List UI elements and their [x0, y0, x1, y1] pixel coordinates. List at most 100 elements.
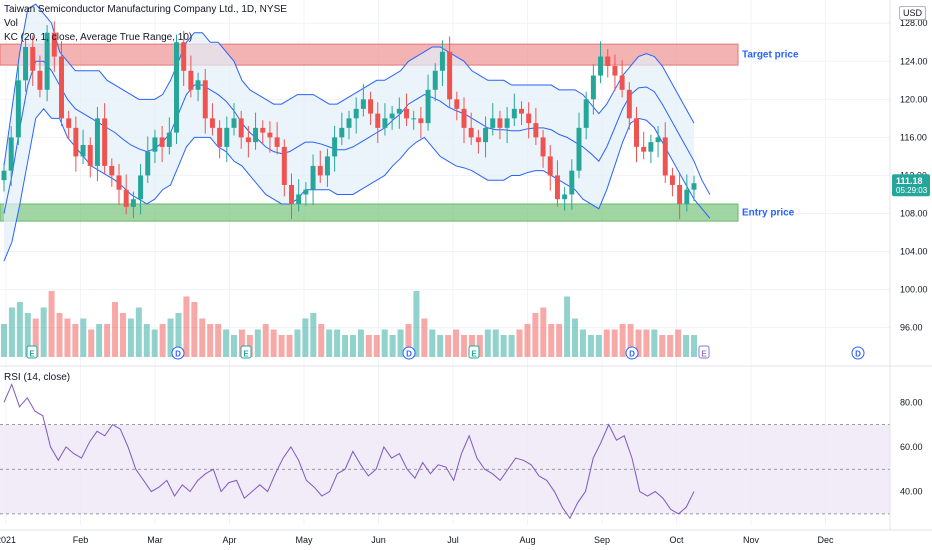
candle[interactable]	[511, 93, 517, 126]
candle[interactable]	[102, 103, 108, 174]
candle[interactable]	[396, 97, 402, 129]
candle[interactable]	[181, 30, 187, 87]
candle[interactable]	[669, 167, 675, 197]
candle[interactable]	[123, 174, 129, 215]
earnings-marker[interactable]	[26, 345, 38, 359]
candle[interactable]	[447, 36, 453, 107]
candle[interactable]	[195, 72, 201, 102]
candle[interactable]	[166, 117, 172, 155]
candle[interactable]	[598, 41, 604, 84]
candle[interactable]	[73, 116, 79, 172]
candle[interactable]	[346, 110, 352, 140]
candle[interactable]	[454, 91, 460, 121]
candle[interactable]	[317, 150, 323, 184]
candle[interactable]	[245, 125, 251, 158]
candle[interactable]	[159, 125, 165, 163]
candle[interactable]	[634, 106, 639, 163]
candle[interactable]	[274, 122, 280, 155]
candle[interactable]	[174, 34, 179, 145]
keltner-legend[interactable]: KC (20, 1, close, Average True Range, 10…	[4, 32, 193, 43]
candle[interactable]	[202, 68, 208, 134]
candle[interactable]	[418, 106, 424, 139]
dividend-marker[interactable]	[851, 346, 865, 360]
candle[interactable]	[684, 174, 690, 212]
candle[interactable]	[641, 131, 647, 160]
candle[interactable]	[209, 103, 215, 136]
candle[interactable]	[626, 82, 632, 130]
candle[interactable]	[80, 129, 86, 165]
candle[interactable]	[368, 91, 374, 126]
candle[interactable]	[289, 173, 294, 220]
candle[interactable]	[238, 110, 244, 149]
candle[interactable]	[267, 121, 273, 153]
candle[interactable]	[8, 125, 14, 186]
candle[interactable]	[468, 112, 474, 145]
earnings-marker[interactable]	[698, 345, 710, 359]
candle[interactable]	[138, 164, 144, 215]
candle[interactable]	[353, 97, 359, 134]
last-price-tag[interactable]	[892, 174, 930, 197]
candle[interactable]	[425, 74, 431, 131]
candle[interactable]	[145, 136, 151, 184]
candle[interactable]	[526, 102, 532, 139]
candle[interactable]	[648, 134, 654, 164]
candle[interactable]	[23, 39, 29, 92]
candle[interactable]	[94, 106, 100, 182]
candle[interactable]	[504, 106, 510, 144]
candle[interactable]	[554, 160, 560, 207]
candle[interactable]	[332, 125, 338, 172]
candle[interactable]	[483, 116, 489, 158]
candle[interactable]	[655, 125, 661, 158]
candle[interactable]	[404, 93, 409, 126]
candle[interactable]	[30, 35, 36, 87]
candle[interactable]	[461, 97, 467, 144]
earnings-marker[interactable]	[468, 345, 480, 359]
candle[interactable]	[576, 112, 582, 179]
dividend-marker[interactable]	[171, 346, 185, 360]
candle[interactable]	[324, 148, 330, 187]
candle[interactable]	[66, 110, 72, 140]
dividend-marker[interactable]	[402, 346, 416, 360]
candle[interactable]	[490, 103, 496, 136]
candle[interactable]	[360, 84, 366, 117]
candle[interactable]	[15, 65, 21, 145]
candle[interactable]	[296, 179, 302, 212]
candle[interactable]	[253, 112, 259, 150]
candle[interactable]	[382, 103, 388, 136]
candle[interactable]	[188, 55, 194, 98]
candle[interactable]	[281, 139, 287, 197]
candle[interactable]	[310, 154, 316, 205]
candle[interactable]	[303, 182, 309, 206]
candle[interactable]	[590, 64, 596, 115]
candle[interactable]	[44, 25, 50, 102]
candle[interactable]	[612, 54, 618, 91]
candle[interactable]	[130, 191, 136, 219]
volume-legend[interactable]: Vol	[4, 18, 18, 29]
candle[interactable]	[59, 41, 64, 126]
candle[interactable]	[260, 120, 266, 145]
candle[interactable]	[51, 21, 57, 72]
candle[interactable]	[497, 110, 503, 140]
candle[interactable]	[375, 102, 381, 144]
candle[interactable]	[389, 105, 395, 130]
candle[interactable]	[87, 137, 93, 178]
candle[interactable]	[217, 120, 223, 159]
candle[interactable]	[411, 110, 417, 130]
candle[interactable]	[1, 163, 7, 192]
candle[interactable]	[677, 173, 683, 220]
candle[interactable]	[569, 159, 575, 210]
candle[interactable]	[662, 122, 668, 184]
candle[interactable]	[562, 186, 568, 211]
candle[interactable]	[475, 129, 481, 154]
candle[interactable]	[619, 60, 625, 98]
candle[interactable]	[605, 48, 611, 78]
candle[interactable]	[109, 158, 115, 187]
candle[interactable]	[533, 107, 539, 145]
candle[interactable]	[224, 116, 230, 163]
candle[interactable]	[116, 164, 122, 205]
candle[interactable]	[152, 129, 158, 164]
candle[interactable]	[432, 63, 438, 102]
candle[interactable]	[547, 144, 553, 191]
